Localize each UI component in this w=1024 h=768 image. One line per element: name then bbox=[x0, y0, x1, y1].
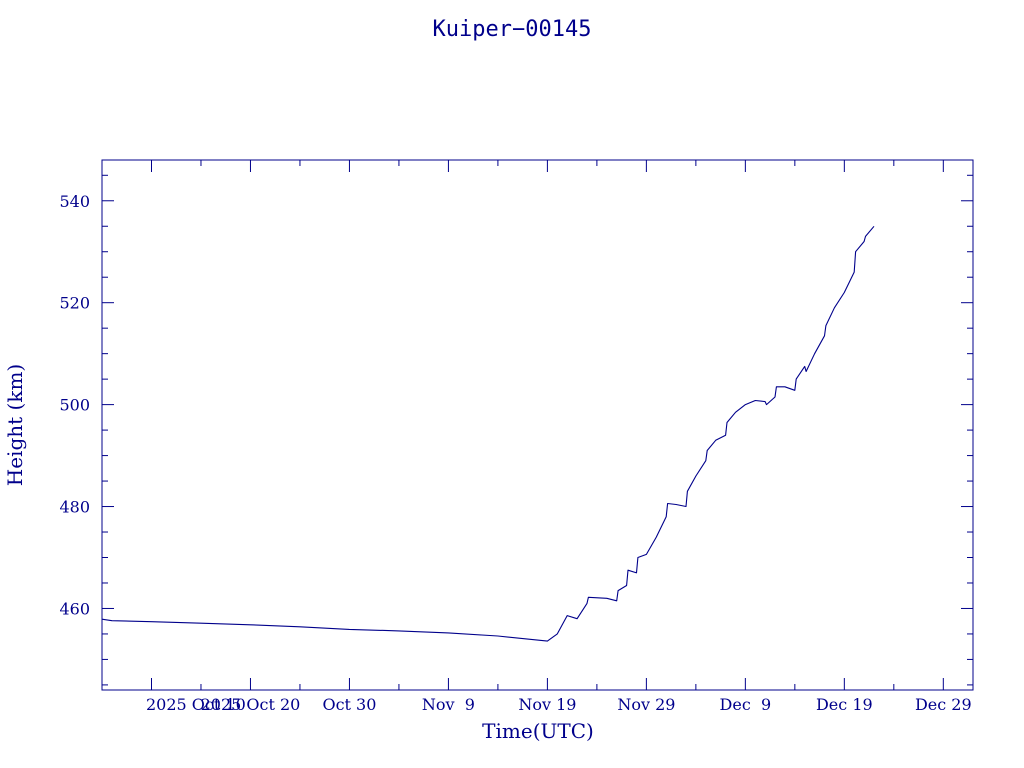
x-tick-label: Nov 19 bbox=[518, 695, 576, 714]
y-tick-label: 480 bbox=[59, 498, 90, 517]
chart-title: Kuiper−00145 bbox=[433, 17, 592, 42]
y-axis-label: Height (km) bbox=[3, 364, 27, 486]
x-tick-label: Oct 30 bbox=[322, 695, 376, 714]
y-axis: 460 480 500 520 540 bbox=[59, 174, 973, 686]
x-tick-label: 2025 Oct 20 bbox=[201, 695, 301, 714]
x-axis-label: Time(UTC) bbox=[482, 719, 594, 743]
y-tick-label: 500 bbox=[59, 396, 90, 415]
series-line bbox=[101, 225, 875, 642]
x-tick-label: Nov 9 bbox=[422, 695, 475, 714]
x-tick-label: Dec 29 bbox=[915, 695, 972, 714]
x-tick-label: 2025 Oct 10 bbox=[146, 695, 246, 714]
y-tick-label: 540 bbox=[59, 192, 90, 211]
x-tick-label: Dec 9 bbox=[720, 695, 772, 714]
x-tick-label: Dec 19 bbox=[816, 695, 873, 714]
y-tick-label: 520 bbox=[59, 294, 90, 313]
x-tick-label: Nov 29 bbox=[617, 695, 675, 714]
plot-frame bbox=[101, 159, 974, 691]
y-tick-label: 460 bbox=[59, 599, 90, 618]
